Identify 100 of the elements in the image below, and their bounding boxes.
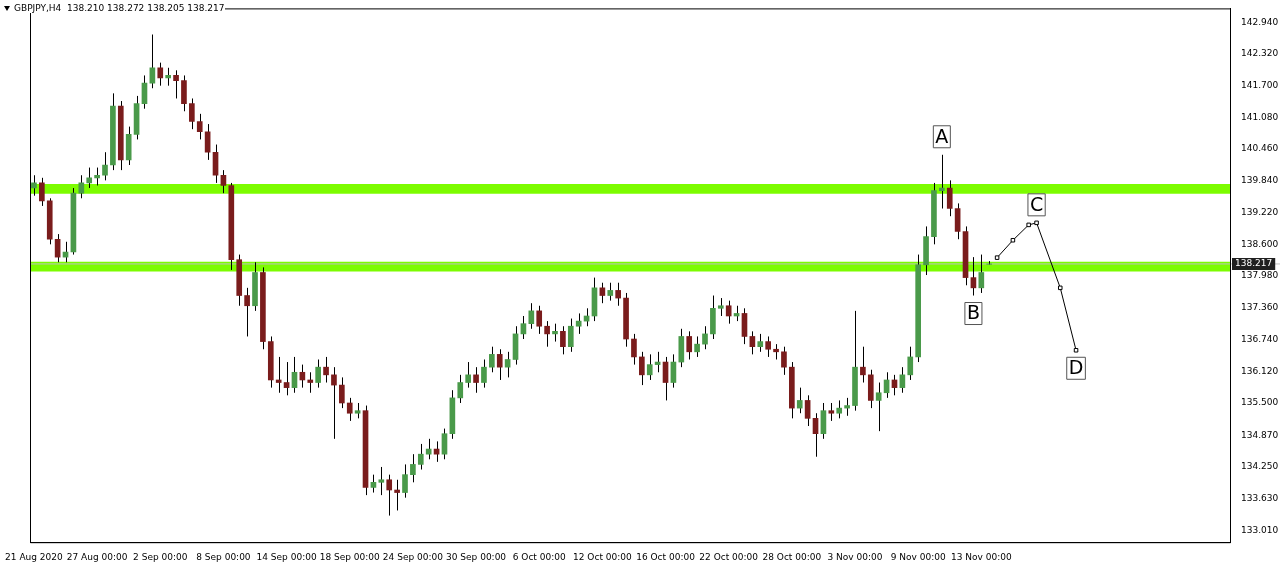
candlestick (244, 287, 250, 337)
candlestick (331, 366, 337, 440)
y-tick-label: 137.360 (1241, 302, 1279, 313)
candlestick (646, 353, 653, 381)
candlestick (457, 374, 464, 404)
candlestick (394, 479, 400, 511)
candlestick (157, 62, 164, 87)
x-tick-label: 9 Nov 00:00 (890, 551, 946, 562)
x-tick-label: 8 Sep 00:00 (196, 551, 251, 562)
y-tick-label: 139.220 (1241, 206, 1279, 217)
candlestick (939, 154, 945, 210)
candlestick (204, 123, 211, 161)
candlestick (378, 466, 385, 496)
candlestick (78, 174, 85, 199)
x-tick-label: 13 Nov 00:00 (950, 551, 1012, 562)
candlestick (323, 356, 329, 384)
candlestick (875, 382, 882, 432)
candlestick (860, 346, 866, 384)
y-tick-label: 134.870 (1241, 429, 1279, 440)
candlestick (346, 397, 353, 422)
y-tick-label: 142.320 (1241, 48, 1279, 59)
y-tick-label: 136.120 (1241, 365, 1279, 376)
candlestick (631, 333, 637, 366)
candlestick (473, 366, 479, 394)
x-tick-label: 24 Sep 00:00 (382, 551, 444, 562)
y-tick-label: 140.460 (1241, 143, 1279, 154)
candlestick (102, 151, 108, 181)
candlestick (725, 300, 732, 325)
candlestick (489, 346, 495, 373)
candlestick (441, 428, 448, 460)
candlestick (567, 318, 574, 353)
candlestick (820, 402, 827, 440)
candlestick (954, 202, 961, 240)
point (1057, 285, 1063, 291)
candlestick (986, 260, 993, 266)
x-tick-label: 30 Sep 00:00 (446, 551, 507, 562)
x-tick-label: 18 Sep 00:00 (319, 551, 381, 562)
candlestick (173, 69, 179, 99)
candlestick (496, 348, 503, 381)
candlestick (196, 113, 203, 140)
candlestick (781, 346, 787, 376)
candlestick (212, 144, 219, 184)
point (1026, 222, 1031, 228)
candlestick (386, 474, 393, 517)
x-tick-label: 6 Oct 00:00 (512, 551, 566, 562)
candlestick (481, 358, 487, 389)
x-tick-label: 16 Oct 00:00 (636, 551, 696, 562)
y-tick-label: 136.740 (1241, 333, 1279, 344)
candlestick (560, 325, 566, 355)
x-tick-label: 14 Sep 00:00 (256, 551, 317, 562)
point (1010, 237, 1016, 243)
candlestick (39, 177, 45, 207)
candlestick (686, 330, 693, 360)
y-tick-label: 133.010 (1241, 524, 1279, 535)
chart-title: GBPJPY,H4 138.210 138.272 138.205 138.217 (14, 3, 225, 13)
candlestick (315, 358, 321, 389)
candlestick (536, 305, 543, 335)
x-tick-label: 22 Oct 00:00 (699, 551, 759, 562)
candlestick (433, 440, 440, 463)
y-tick-label: 138.600 (1241, 238, 1279, 249)
x-tick-label: 2 Sep 00:00 (133, 551, 188, 562)
y-tick-label: 134.250 (1241, 461, 1279, 472)
candlestick (417, 443, 424, 471)
candlestick (528, 302, 535, 330)
candlestick (425, 438, 432, 460)
x-tick-label: 21 Aug 2020 (5, 551, 64, 562)
candlestick (946, 179, 953, 217)
ref-line-label: 138.217 (1235, 258, 1273, 269)
point (1034, 220, 1039, 226)
data-label: C (1029, 192, 1044, 215)
candlestick (410, 453, 416, 483)
candlestick (639, 351, 645, 386)
candlestick (275, 356, 282, 394)
y-tick-label: 142.940 (1241, 16, 1279, 27)
y-tick-label: 139.840 (1241, 175, 1279, 186)
candlestick (765, 335, 771, 358)
y-tick-label: 137.980 (1241, 270, 1279, 281)
candlestick (741, 307, 748, 345)
y-tick-label: 141.700 (1241, 80, 1279, 91)
data-label: D (1068, 356, 1084, 379)
candlestick (575, 312, 582, 335)
candlestick (615, 282, 621, 307)
x-tick-label: 3 Nov 00:00 (827, 551, 883, 562)
candlestick (465, 361, 471, 389)
candlestick (978, 254, 985, 294)
point (1073, 348, 1079, 353)
candlestick (907, 346, 914, 381)
y-tick-label: 135.500 (1241, 397, 1279, 408)
candlestick (544, 320, 550, 348)
text: B (966, 301, 980, 324)
x-tick-label: 12 Oct 00:00 (573, 551, 632, 562)
candlestick (796, 387, 803, 414)
x-tick-label: 27 Aug 00:00 (66, 551, 128, 562)
text: A (935, 124, 949, 147)
candlestick (189, 97, 195, 130)
candlestick (694, 335, 700, 358)
candlestick (283, 361, 290, 396)
candlestick (181, 74, 187, 112)
candlestick (804, 394, 811, 427)
point (994, 255, 1000, 260)
